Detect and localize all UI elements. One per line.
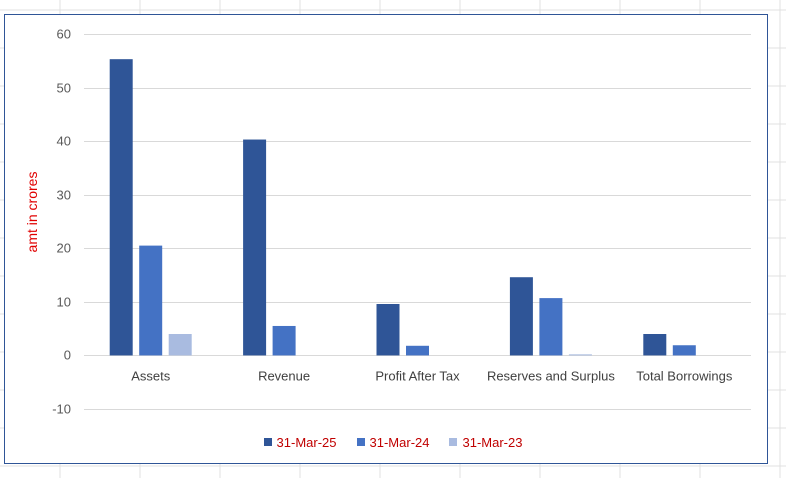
bar-31-Mar-25-assets[interactable]	[109, 59, 133, 356]
x-category-label: Assets	[131, 368, 171, 383]
legend-item[interactable]: 31-Mar-25	[263, 434, 337, 450]
bar-31-Mar-24-revenue[interactable]	[272, 325, 296, 356]
x-category-label: Reserves and Surplus	[487, 368, 615, 383]
y-tick-label: 60	[57, 27, 71, 42]
legend-swatch	[356, 438, 365, 446]
legend-item[interactable]: 31-Mar-23	[449, 435, 522, 450]
y-tick-label: 30	[57, 188, 71, 203]
chart-legend: 31-Mar-25 31-Mar-24 31-Mar-23	[0, 432, 786, 452]
y-tick-label: 10	[57, 295, 71, 310]
bar-31-Mar-23-reserves-and-surplus[interactable]	[568, 354, 592, 356]
bar-31-Mar-24-total-borrowings[interactable]	[672, 345, 696, 356]
legend-label: 31-Mar-24	[369, 434, 430, 450]
bar-31-Mar-23-assets[interactable]	[168, 334, 192, 356]
y-tick-label: 0	[64, 348, 71, 363]
legend-item[interactable]: 31-Mar-24	[356, 434, 430, 450]
y-axis-title-text: amt in crores	[24, 171, 40, 253]
bar-31-Mar-25-total-borrowings[interactable]	[643, 334, 667, 356]
x-category-label: Revenue	[258, 368, 310, 383]
x-category-label: Total Borrowings	[636, 368, 733, 383]
bar-31-Mar-25-reserves-and-surplus[interactable]	[509, 277, 533, 356]
y-tick-label: 40	[57, 134, 71, 149]
bar-31-Mar-24-profit-after-tax[interactable]	[406, 345, 429, 356]
bar-31-Mar-25-profit-after-tax[interactable]	[376, 304, 400, 356]
y-tick-label: 50	[57, 81, 71, 96]
y-tick-label: -10	[52, 402, 71, 417]
bar-31-Mar-24-reserves-and-surplus[interactable]	[539, 298, 563, 356]
legend-label: 31-Mar-25	[276, 434, 337, 450]
y-tick-label: 20	[57, 241, 71, 256]
x-category-label: Profit After Tax	[375, 368, 460, 383]
legend-swatch	[263, 438, 272, 446]
legend-label: 31-Mar-23	[462, 434, 523, 450]
legend-swatch	[449, 438, 458, 446]
bar-31-Mar-25-revenue[interactable]	[243, 139, 267, 356]
bar-31-Mar-24-assets[interactable]	[139, 245, 163, 356]
